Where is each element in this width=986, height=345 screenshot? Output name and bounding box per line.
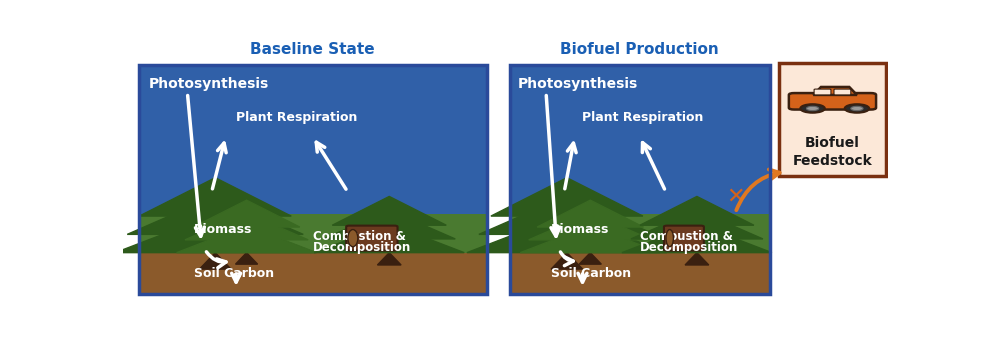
Bar (509, 253, 769, 294)
Polygon shape (579, 253, 600, 264)
Text: Baseline State: Baseline State (250, 42, 375, 57)
Polygon shape (377, 253, 400, 265)
Text: Biofuel: Biofuel (805, 136, 859, 150)
FancyBboxPatch shape (788, 93, 876, 110)
Polygon shape (630, 210, 762, 239)
FancyBboxPatch shape (833, 89, 850, 95)
Text: Combustion &: Combustion & (313, 230, 405, 243)
Ellipse shape (666, 229, 672, 247)
Polygon shape (314, 224, 463, 253)
Polygon shape (621, 224, 771, 253)
Polygon shape (127, 196, 303, 234)
Polygon shape (236, 253, 257, 264)
Text: Photosynthesis: Photosynthesis (149, 77, 269, 91)
Polygon shape (536, 200, 643, 227)
Polygon shape (199, 253, 231, 269)
Text: Plant Respiration: Plant Respiration (236, 111, 357, 124)
Polygon shape (520, 226, 660, 253)
Polygon shape (176, 226, 317, 253)
Polygon shape (332, 196, 446, 225)
Circle shape (806, 106, 817, 111)
Text: Combustion &: Combustion & (639, 230, 732, 243)
Text: ✕: ✕ (726, 187, 743, 207)
Bar (138, 65, 486, 214)
Polygon shape (684, 253, 708, 265)
Text: Decomposition: Decomposition (639, 241, 738, 254)
Text: Biomass: Biomass (551, 223, 609, 236)
Ellipse shape (347, 229, 358, 247)
Bar (509, 214, 769, 253)
FancyArrowPatch shape (736, 169, 779, 210)
Polygon shape (639, 196, 753, 225)
Circle shape (800, 104, 824, 113)
Polygon shape (193, 200, 300, 227)
FancyBboxPatch shape (778, 63, 885, 176)
Text: Plant Respiration: Plant Respiration (582, 111, 703, 124)
Text: Photosynthesis: Photosynthesis (517, 77, 637, 91)
FancyBboxPatch shape (813, 89, 830, 95)
Bar (509, 65, 769, 214)
Circle shape (844, 104, 869, 113)
Text: Biofuel Production: Biofuel Production (560, 42, 719, 57)
Polygon shape (490, 178, 642, 216)
Text: Decomposition: Decomposition (313, 241, 410, 254)
Polygon shape (550, 253, 582, 269)
Polygon shape (139, 178, 291, 216)
Text: Soil Carbon: Soil Carbon (194, 267, 274, 280)
Polygon shape (466, 214, 667, 253)
Text: Biomass: Biomass (194, 223, 252, 236)
FancyBboxPatch shape (664, 226, 703, 250)
Bar (138, 214, 486, 253)
Polygon shape (528, 213, 651, 240)
Text: Soil Carbon: Soil Carbon (551, 267, 631, 280)
Bar (138, 253, 486, 294)
Polygon shape (812, 87, 856, 95)
Polygon shape (478, 196, 654, 234)
Polygon shape (115, 214, 315, 253)
Polygon shape (184, 213, 308, 240)
Circle shape (850, 106, 862, 111)
Polygon shape (323, 210, 455, 239)
Text: Feedstock: Feedstock (792, 154, 872, 168)
FancyBboxPatch shape (346, 226, 397, 250)
